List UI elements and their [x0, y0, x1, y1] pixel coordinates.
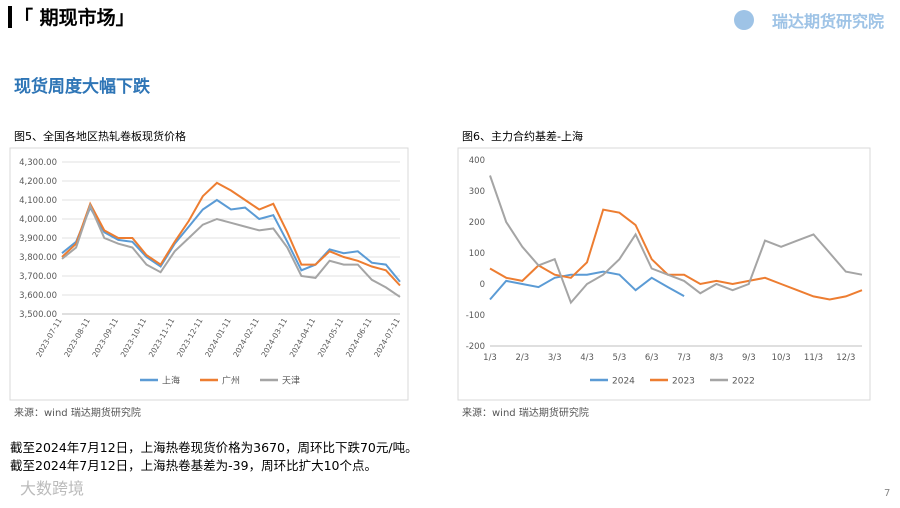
x-tick-label: 2024-02-11 [231, 316, 261, 358]
note: 截至2024年7月12日，上海热卷基差为-39，周环比扩大10个点。 [10, 458, 377, 473]
y-tick-label: 3,800.00 [19, 253, 57, 263]
source: 来源：wind 瑞达期货研究院 [462, 406, 589, 419]
series-line [489, 270, 685, 301]
chart-frame [9, 147, 409, 401]
chart-title: 图5、全国各地区热轧卷板现货价格 [14, 129, 186, 143]
y-tick-label: 4,200.00 [19, 177, 57, 187]
x-tick-label: 2024-05-11 [316, 316, 346, 358]
x-tick-label: 8/3 [710, 353, 724, 363]
x-tick-label: 2/3 [516, 353, 530, 363]
y-tick-label: 3,600.00 [19, 291, 57, 301]
y-tick-label: 100 [469, 249, 485, 259]
x-tick-label: 2024-06-11 [344, 316, 374, 358]
x-tick-label: 5/3 [613, 353, 627, 363]
y-tick-label: 200 [469, 218, 485, 228]
legend-label: 广州 [222, 375, 240, 387]
series-line [61, 181, 401, 287]
legend-label: 2022 [732, 377, 755, 387]
x-tick-label: 7/3 [677, 353, 691, 363]
y-tick-label: -200 [466, 342, 485, 352]
y-tick-label: 4,300.00 [19, 158, 57, 168]
legend-label: 天津 [282, 376, 300, 387]
watermark: 大数跨境 [20, 479, 84, 498]
series-line [489, 208, 863, 301]
series-line [61, 198, 401, 283]
logo-icon [734, 10, 754, 30]
x-tick-label: 6/3 [645, 353, 659, 363]
series-line [489, 175, 863, 305]
note: 截至2024年7月12日，上海热卷现货价格为3670，周环比下跌70元/吨。 [10, 440, 418, 455]
y-tick-label: 4,100.00 [19, 196, 57, 206]
header-bar [8, 6, 12, 28]
x-tick-label: 9/3 [742, 353, 756, 363]
x-tick-label: 2023-10-11 [119, 316, 149, 358]
y-tick-label: 3,500.00 [19, 310, 57, 320]
x-tick-label: 2024-03-11 [259, 316, 289, 358]
source: 来源：wind 瑞达期货研究院 [14, 406, 141, 419]
series-line [61, 202, 401, 298]
x-tick-label: 2023-08-11 [62, 316, 92, 358]
x-tick-label: 3/3 [548, 353, 562, 363]
x-tick-label: 2024-07-11 [372, 316, 402, 358]
y-tick-label: 300 [469, 187, 485, 197]
y-tick-label: 3,700.00 [19, 272, 57, 282]
x-tick-label: 2023-09-11 [90, 316, 120, 358]
logo: 瑞达期货研究院 [772, 12, 884, 31]
y-tick-label: 0 [480, 280, 485, 290]
x-tick-label: 2023-12-11 [175, 316, 205, 358]
chart-frame [457, 147, 871, 401]
x-tick-label: 1/3 [483, 353, 497, 363]
legend-label: 上海 [162, 375, 180, 387]
chart-title: 图6、主力合约基差-上海 [462, 129, 583, 143]
x-tick-label: 11/3 [804, 353, 823, 363]
header-title: 「 期现市场」 [14, 6, 135, 29]
x-tick-label: 12/3 [836, 353, 855, 363]
y-tick-label: 3,900.00 [19, 234, 57, 244]
x-tick-label: 2024-04-11 [288, 316, 318, 358]
x-tick-label: 10/3 [772, 353, 791, 363]
page-number: 7 [884, 488, 890, 499]
subtitle: 现货周度大幅下跌 [14, 76, 151, 97]
x-tick-label: 4/3 [580, 353, 594, 363]
legend-label: 2023 [672, 377, 695, 387]
x-tick-label: 2024-01-11 [203, 316, 233, 358]
y-tick-label: 4,000.00 [19, 215, 57, 225]
y-tick-label: 400 [469, 156, 485, 166]
x-tick-label: 2023-07-11 [34, 316, 64, 358]
legend-label: 2024 [612, 377, 635, 387]
x-tick-label: 2023-11-11 [147, 316, 177, 358]
y-tick-label: -100 [466, 311, 485, 321]
